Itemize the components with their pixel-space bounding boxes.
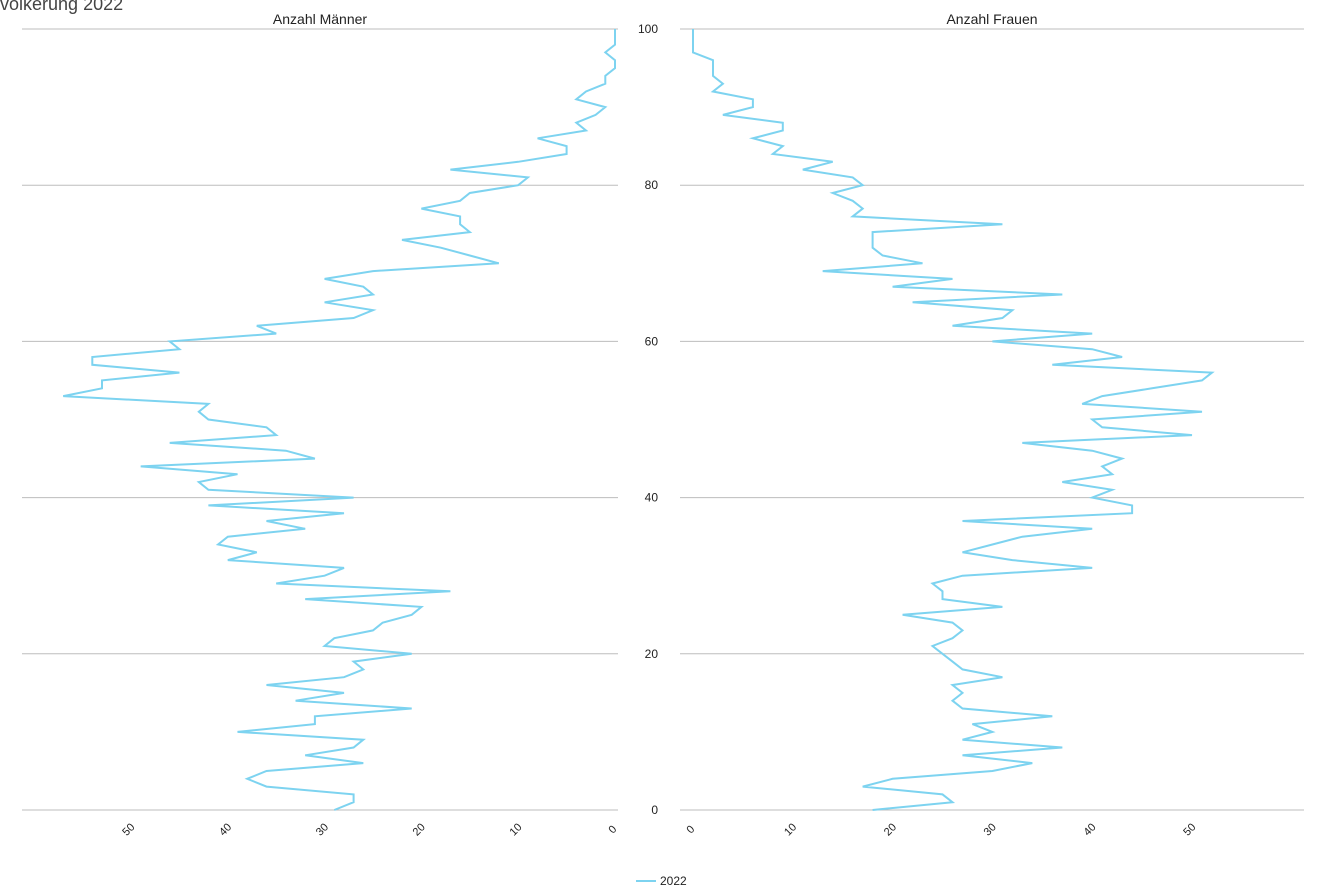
x-tick-label-women-30: 30 <box>982 821 999 838</box>
x-tick-label-men-30: 30 <box>314 821 331 838</box>
y-tick-label-100: 100 <box>638 22 658 36</box>
y-tick-label-40: 40 <box>645 491 659 505</box>
x-tick-label-men-50: 50 <box>120 821 137 838</box>
series-line-men-0 <box>63 29 616 811</box>
x-tick-label-men-20: 20 <box>411 821 428 838</box>
x-tick-label-women-20: 20 <box>882 821 899 838</box>
y-tick-label-80: 80 <box>645 178 659 192</box>
y-tick-label-60: 60 <box>645 334 659 348</box>
legend-label: 2022 <box>660 874 687 888</box>
x-tick-label-women-0: 0 <box>684 823 697 836</box>
x-tick-label-women-50: 50 <box>1181 821 1198 838</box>
y-tick-label-20: 20 <box>645 647 659 661</box>
x-tick-label-men-40: 40 <box>217 821 234 838</box>
chart-panel-men: Anzahl Männer 0 10 20 30 40 50 <box>22 11 619 838</box>
x-tick-label-women-40: 40 <box>1082 821 1099 838</box>
panel-title-men: Anzahl Männer <box>273 11 368 27</box>
legend[interactable]: 2022 <box>636 874 687 888</box>
series-line-women-0 <box>692 29 1215 811</box>
x-tick-label-men-0: 0 <box>606 823 619 836</box>
chart-panel-women: Anzahl Frauen 0 10 20 30 40 50 <box>680 11 1304 838</box>
page-title: Bevölkerung 2022 <box>0 0 124 14</box>
panel-title-women: Anzahl Frauen <box>946 11 1037 27</box>
x-tick-label-men-10: 10 <box>508 821 525 838</box>
age-axis: 0 20 40 60 80 100 <box>638 22 658 817</box>
x-tick-label-women-10: 10 <box>782 821 799 838</box>
y-tick-label-0: 0 <box>651 803 658 817</box>
